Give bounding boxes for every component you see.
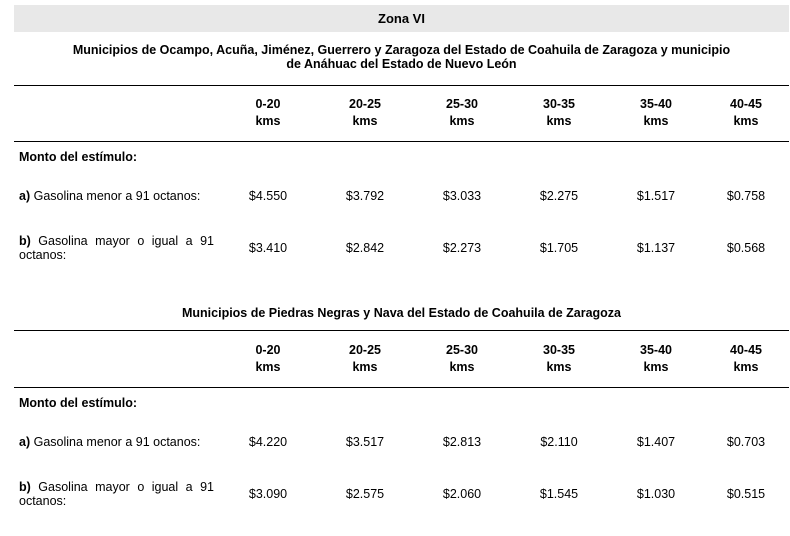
- value-cell: $0.703: [726, 435, 766, 449]
- value-cell: $1.705: [539, 241, 579, 255]
- header-col-5: 35-40 kms: [640, 97, 672, 128]
- header-col-5: 35-40 kms: [640, 343, 672, 374]
- header-col-4: 30-35 kms: [543, 343, 575, 374]
- value-cell: $3.517: [345, 435, 385, 449]
- value-cell: $1.137: [636, 241, 676, 255]
- section-2-title: Municipios de Piedras Negras y Nava del …: [14, 306, 789, 320]
- section-2-title-line1: Municipios de Piedras Negras y Nava del …: [181, 306, 622, 320]
- section-1-title-line2: de Anáhuac del Estado de Nuevo León: [286, 57, 517, 71]
- section-1-title-line1: Municipios de Ocampo, Acuña, Jiménez, Gu…: [72, 43, 731, 57]
- row-label: b) Gasolina mayor o igual a 91 octanos:: [19, 480, 214, 508]
- header-col-6: 40-45 kms: [730, 97, 762, 128]
- header-col-1: 0-20 kms: [255, 97, 281, 128]
- value-cell: $0.568: [726, 241, 766, 255]
- header-col-2: 20-25 kms: [349, 97, 381, 128]
- section-1-title: Municipios de Ocampo, Acuña, Jiménez, Gu…: [14, 43, 789, 71]
- value-cell: $1.545: [539, 487, 579, 501]
- value-cell: $0.515: [726, 487, 766, 501]
- header-col-6: 40-45 kms: [730, 343, 762, 374]
- value-cell: $1.407: [636, 435, 676, 449]
- value-cell: $2.575: [345, 487, 385, 501]
- header-col-3: 25-30 kms: [446, 343, 478, 374]
- section-2-header-rule: [14, 387, 789, 388]
- value-cell: $3.410: [248, 241, 288, 255]
- header-col-4: 30-35 kms: [543, 97, 575, 128]
- value-cell: $0.758: [726, 189, 766, 203]
- value-cell: $4.550: [248, 189, 288, 203]
- section-2-top-rule: [14, 330, 789, 331]
- section-1-top-rule: [14, 85, 789, 86]
- value-cell: $2.275: [539, 189, 579, 203]
- value-cell: $2.813: [442, 435, 482, 449]
- header-col-3: 25-30 kms: [446, 97, 478, 128]
- value-cell: $2.060: [442, 487, 482, 501]
- value-cell: $2.110: [540, 435, 578, 449]
- zone-title: Zona VI: [14, 5, 789, 32]
- value-cell: $2.842: [345, 241, 385, 255]
- value-cell: $3.090: [248, 487, 288, 501]
- value-cell: $4.220: [248, 435, 288, 449]
- value-cell: $1.030: [636, 487, 676, 501]
- row-label: a) Gasolina menor a 91 octanos:: [19, 189, 201, 203]
- value-cell: $1.517: [636, 189, 676, 203]
- section-1-monto-label: Monto del estímulo:: [19, 150, 138, 164]
- header-col-2: 20-25 kms: [349, 343, 381, 374]
- value-cell: $2.273: [442, 241, 482, 255]
- header-col-1: 0-20 kms: [255, 343, 281, 374]
- value-cell: $3.792: [345, 189, 385, 203]
- section-1-header-rule: [14, 141, 789, 142]
- value-cell: $3.033: [442, 189, 482, 203]
- section-2-monto-label: Monto del estímulo:: [19, 396, 138, 410]
- row-label: a) Gasolina menor a 91 octanos:: [19, 435, 201, 449]
- row-label: b) Gasolina mayor o igual a 91 octanos:: [19, 234, 214, 262]
